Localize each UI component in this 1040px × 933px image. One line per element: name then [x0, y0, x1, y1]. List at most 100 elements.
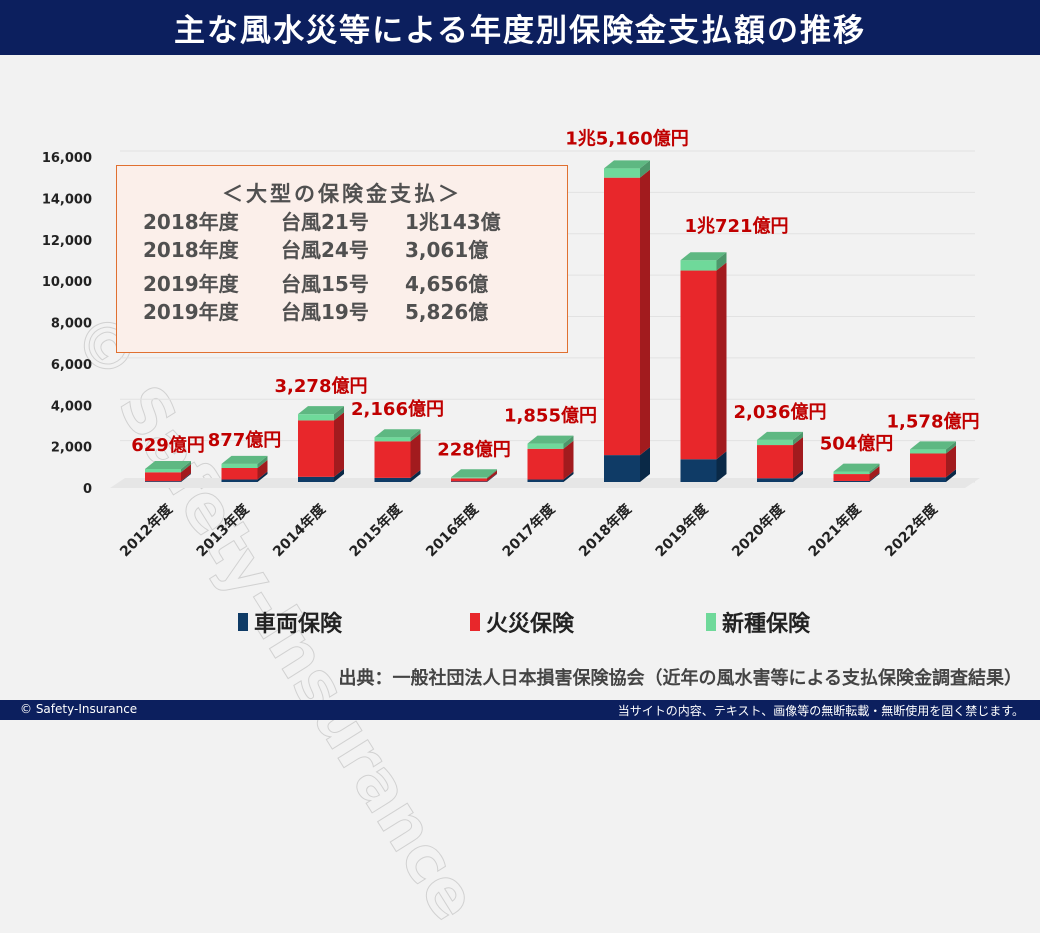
infobox-title: ＜大型の保険金支払＞: [222, 182, 462, 206]
bar-segment: [757, 445, 793, 479]
data-label: 504億円: [820, 433, 894, 455]
bar-segment: [680, 270, 717, 460]
page-title: 主な風水災等による年度別保険金支払額の推移: [0, 0, 1040, 55]
infobox-amount: 4,656億: [405, 272, 489, 296]
bar-segment-side: [793, 437, 803, 479]
infobox-amount: 1兆143億: [405, 210, 501, 234]
bar-top: [145, 460, 191, 469]
legend-label: 火災保険: [486, 612, 575, 637]
bar-segment: [221, 467, 258, 480]
y-tick-label: 4,000: [51, 399, 92, 414]
bar-segment-side: [181, 473, 191, 482]
bar-segment: [833, 480, 870, 482]
bar-segment-side: [946, 469, 956, 482]
bar-top: [527, 435, 574, 444]
data-label: 1,578億円: [887, 410, 980, 432]
bar-top: [604, 160, 650, 169]
bar-segment: [910, 453, 946, 478]
x-tick-label: 2014年度: [269, 500, 329, 560]
bar-segment-side: [716, 252, 727, 271]
bar-segment: [145, 481, 181, 482]
y-tick-label: 12,000: [42, 234, 92, 249]
bar-segment: [833, 471, 870, 475]
bar-segment-side: [869, 466, 880, 481]
bar-segment: [374, 441, 411, 478]
bar-segment: [757, 478, 793, 482]
bar-segment-side: [410, 469, 421, 482]
data-label: 1,855億円: [504, 405, 597, 427]
x-tick-label: 2016年度: [422, 500, 482, 560]
bar-segment-side: [640, 169, 650, 456]
bar-top: [298, 406, 344, 415]
bar-segment-side: [487, 473, 497, 482]
bar-segment: [680, 260, 717, 271]
x-tick-label: 2021年度: [805, 500, 865, 560]
infobox-typhoon: 台風24号: [281, 238, 369, 262]
x-tick-label: 2019年度: [652, 500, 712, 560]
bar-segment: [833, 474, 870, 481]
infobox-year: 2018年度: [143, 210, 239, 234]
data-label: 2,166億円: [351, 398, 444, 420]
bar-segment-side: [716, 262, 727, 460]
copyright: © Safety-Insurance: [20, 702, 138, 716]
bar-segment: [527, 448, 564, 480]
bar-segment-side: [257, 471, 268, 482]
y-tick-label: 6,000: [51, 358, 92, 373]
x-tick-label: 2015年度: [346, 500, 406, 560]
x-tick-label: 2013年度: [193, 500, 253, 560]
bar-segment: [298, 414, 334, 421]
infobox-typhoon: 台風15号: [281, 272, 369, 296]
bar-segment-side: [181, 460, 191, 473]
infobox-row: 2019年度 台風15号 4,656億: [117, 270, 567, 298]
bar-segment: [757, 439, 793, 446]
bar-segment-side: [563, 440, 574, 480]
bar-segment: [527, 443, 564, 449]
infobox-amount: 3,061億: [405, 238, 489, 262]
data-label: 2,036億円: [734, 401, 827, 423]
bar-segment-side: [487, 469, 497, 479]
infobox-typhoon: 台風19号: [281, 300, 369, 324]
infobox-amount: 5,826億: [405, 300, 489, 324]
bar-segment-side: [410, 433, 421, 478]
bar-segment: [910, 449, 946, 454]
bar-segment: [527, 479, 564, 482]
x-tick-label: 2020年度: [728, 500, 788, 560]
infobox-row: 2018年度 台風21号 1兆143億: [117, 208, 567, 236]
y-tick-label: 8,000: [51, 317, 92, 332]
bar-top: [757, 431, 803, 440]
legend-item: 車両保険: [238, 606, 342, 638]
bar-segment-side: [334, 468, 344, 482]
x-tick-label: 2018年度: [575, 500, 635, 560]
y-tick-label: 14,000: [42, 192, 92, 207]
bar-segment-side: [257, 455, 268, 468]
y-tick-label: 2,000: [51, 441, 92, 456]
data-label: 629億円: [131, 434, 205, 456]
legend: 車両保険 火災保険 新種保険: [0, 606, 1040, 640]
bar-segment: [221, 463, 258, 468]
bar-segment: [298, 476, 334, 482]
legend-item: 新種保険: [706, 606, 810, 638]
bar-segment-side: [793, 470, 803, 482]
bar-segment-side: [563, 471, 574, 482]
bar-segment-side: [334, 406, 344, 421]
y-tick-label: 10,000: [42, 275, 92, 290]
bar-top: [451, 469, 497, 478]
x-tick-label: 2012年度: [116, 500, 176, 560]
infobox-typhoon: 台風21号: [281, 210, 369, 234]
bar-segment: [451, 481, 487, 482]
y-tick-label: 0: [83, 482, 92, 497]
bar-segment: [910, 477, 946, 482]
x-tick-label: 2022年度: [881, 500, 941, 560]
y-tick-label: 16,000: [42, 151, 92, 166]
bar-segment: [221, 479, 258, 482]
legend-label: 車両保険: [254, 612, 343, 637]
data-label: 228億円: [437, 438, 511, 460]
bar-segment-side: [869, 472, 880, 482]
bar-segment-side: [946, 445, 956, 478]
bar-segment-side: [869, 463, 880, 475]
bar-segment-side: [946, 441, 956, 454]
bar-segment: [604, 168, 640, 178]
bar-segment: [604, 177, 640, 456]
bar-segment: [145, 472, 181, 482]
bar-top: [833, 463, 880, 472]
